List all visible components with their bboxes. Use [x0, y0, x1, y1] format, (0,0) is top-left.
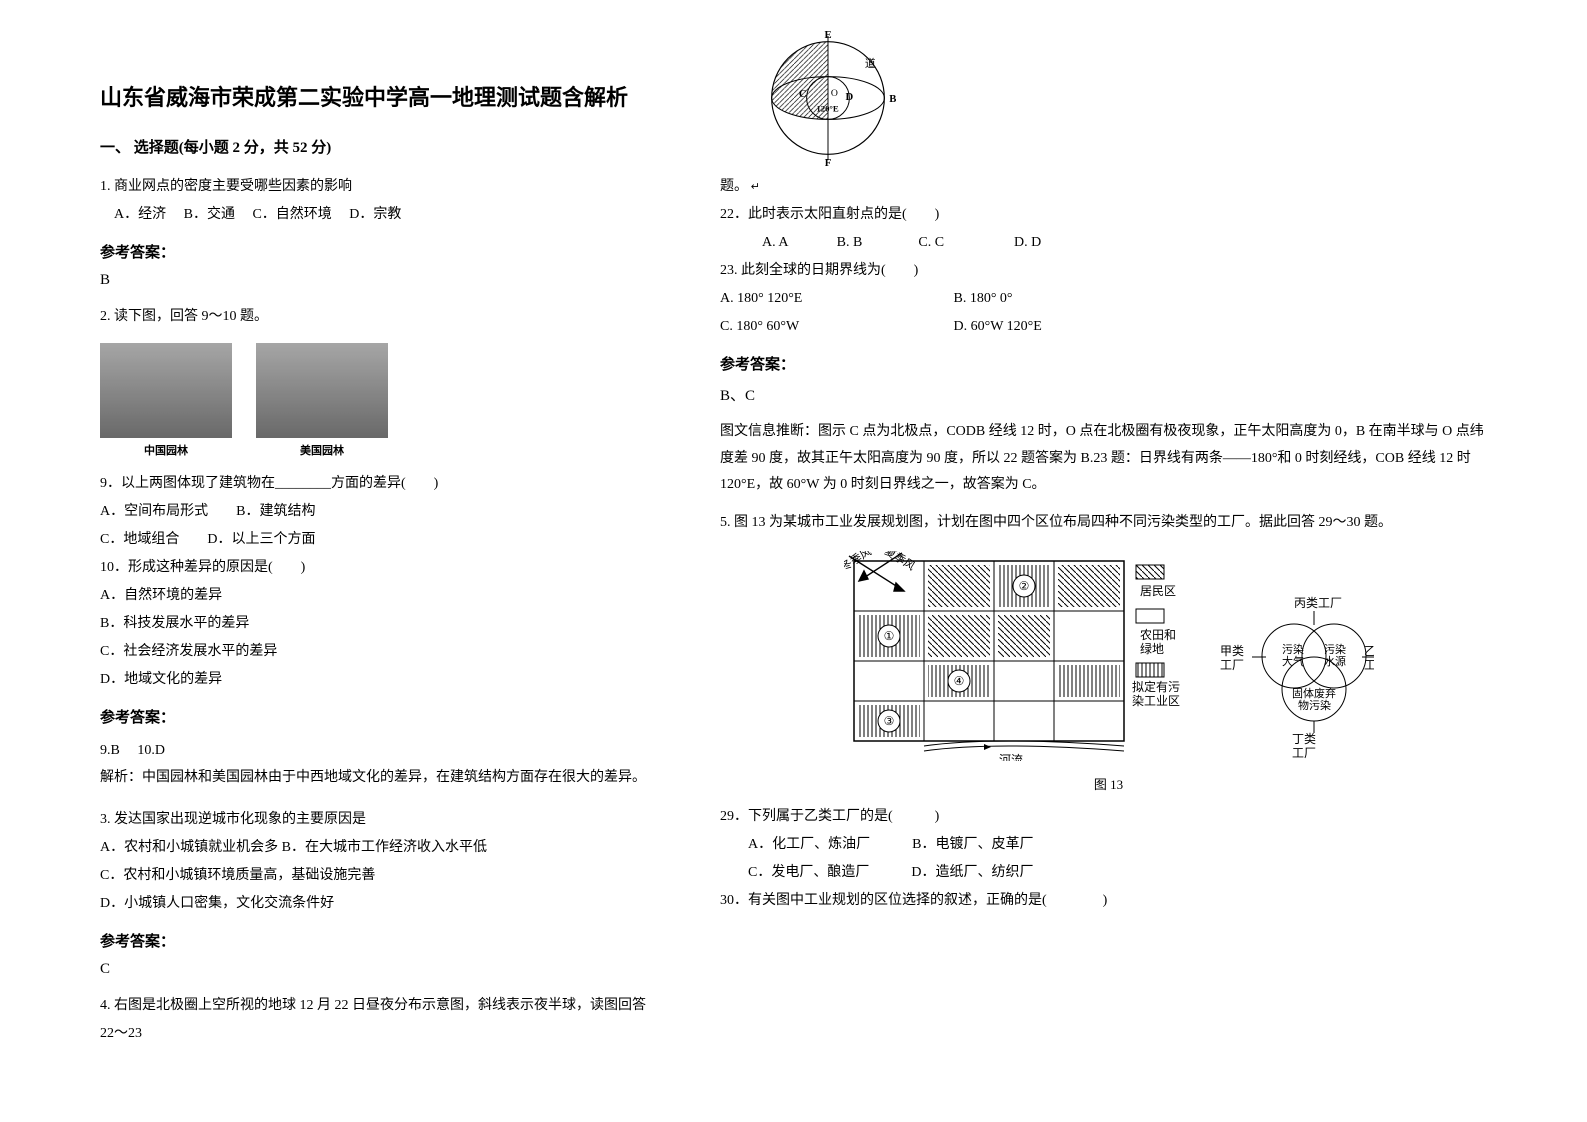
- q5-sub29: 29．下列属于乙类工厂的是( ): [720, 803, 1497, 831]
- svg-text:O: O: [831, 88, 838, 99]
- q5-sub30: 30．有关图中工业规划的区位选择的叙述，正确的是( ): [720, 887, 1497, 915]
- svg-text:河流: 河流: [999, 753, 1023, 761]
- svg-text:E: E: [824, 30, 831, 41]
- q5-caption: 图 13: [720, 774, 1497, 793]
- svg-text:工厂: 工厂: [1292, 746, 1316, 760]
- svg-text:B: B: [889, 93, 896, 105]
- q4-sub22: 22．此时表示太阳直射点的是( ): [720, 201, 1497, 229]
- svg-text:F: F: [825, 157, 832, 166]
- q4-sub22-opts: A. A B. B C. C D. D: [720, 229, 1497, 257]
- svg-text:污染: 污染: [1282, 642, 1304, 656]
- svg-text:丙类工厂: 丙类工厂: [1294, 596, 1342, 610]
- q4-sub23-row2: C. 180° 60°W D. 60°W 120°E: [720, 313, 1497, 341]
- svg-text:水源: 水源: [1324, 654, 1346, 668]
- svg-text:居民区: 居民区: [1140, 584, 1176, 598]
- svg-text:丁类: 丁类: [1292, 732, 1316, 746]
- question-1: 1. 商业网点的密度主要受哪些因素的影响 A．经济 B．交通 C．自然环境 D．…: [100, 173, 660, 289]
- q1-text: 1. 商业网点的密度主要受哪些因素的影响: [100, 173, 660, 201]
- q3-text: 3. 发达国家出现逆城市化现象的主要原因是: [100, 806, 660, 834]
- svg-text:甲类: 甲类: [1220, 644, 1244, 658]
- svg-text:染工业区: 染工业区: [1132, 693, 1180, 708]
- question-3: 3. 发达国家出现逆城市化现象的主要原因是 A．农村和小城镇就业机会多 B．在大…: [100, 806, 660, 978]
- q3-opts-a: A．农村和小城镇就业机会多 B．在大城市工作经济收入水平低: [100, 834, 660, 862]
- q3-answer: C: [100, 961, 660, 978]
- svg-text:④: ④: [953, 674, 964, 688]
- svg-text:道: 道: [865, 57, 876, 70]
- q2-sub10: 10．形成这种差异的原因是( ): [100, 554, 660, 582]
- q1-answer-label: 参考答案：: [100, 241, 660, 262]
- q1-answer: B: [100, 272, 660, 289]
- garden-images: 中国园林 美国园林: [100, 343, 660, 458]
- q3-opts-d: D．小城镇人口密集，文化交流条件好: [100, 890, 660, 918]
- svg-text:固体废弃: 固体废弃: [1292, 686, 1336, 700]
- q4-sub23: 23. 此刻全球的日期界线为( ): [720, 257, 1497, 285]
- q4-explain: 图文信息推断：图示 C 点为北极点，CODB 经线 12 时，O 点在北极圈有极…: [720, 419, 1497, 499]
- q3-opts-c: C．农村和小城镇环境质量高，基础设施完善: [100, 862, 660, 890]
- q5-sub29-a: A．化工厂、炼油厂 B．电镀厂、皮革厂: [720, 831, 1497, 859]
- svg-text:工厂: 工厂: [1220, 658, 1244, 672]
- svg-text:D: D: [845, 91, 853, 103]
- us-garden-caption: 美国园林: [256, 442, 388, 458]
- q4-sub23-row1: A. 180° 120°E B. 180° 0°: [720, 285, 1497, 313]
- svg-text:120°E: 120°E: [816, 104, 839, 114]
- q2-sub10-c: C．社会经济发展水平的差异: [100, 638, 660, 666]
- svg-text:物污染: 物污染: [1298, 698, 1331, 712]
- q5-sub29-b: C．发电厂、酿造厂 D．造纸厂、纺织厂: [720, 859, 1497, 887]
- q1-options: A．经济 B．交通 C．自然环境 D．宗教: [100, 201, 660, 229]
- section-header: 一、 选择题(每小题 2 分，共 52 分): [100, 136, 660, 157]
- city-plan-svg: ① ② ④ ③ 夏季风 冬季风 河流: [844, 551, 1374, 761]
- q2-sub10-d: D．地域文化的差异: [100, 666, 660, 694]
- q4-answer-label: 参考答案：: [720, 353, 1497, 374]
- svg-text:冬季风: 冬季风: [844, 551, 874, 574]
- q4-text: 4. 右图是北极圈上空所视的地球 12 月 22 日昼夜分布示意图，斜线表示夜半…: [100, 992, 660, 1048]
- svg-text:工厂: 工厂: [1364, 658, 1374, 672]
- svg-text:②: ②: [1018, 579, 1029, 593]
- globe-diagram: E F B C D O 120°E 道: [760, 30, 1497, 171]
- svg-text:农田和: 农田和: [1140, 628, 1176, 642]
- svg-text:污染: 污染: [1324, 642, 1346, 656]
- china-garden-image: [100, 343, 232, 438]
- q2-sub9-a: A．空间布局形式 B．建筑结构: [100, 498, 660, 526]
- q5-text: 5. 图 13 为某城市工业发展规划图，计划在图中四个区位布局四种不同污染类型的…: [720, 509, 1497, 537]
- svg-text:拟定有污: 拟定有污: [1132, 679, 1180, 694]
- svg-text:C: C: [799, 88, 807, 100]
- q2-sub9: 9．以上两图体现了建筑物在________方面的差异( ): [100, 470, 660, 498]
- q2-sub10-a: A．自然环境的差异: [100, 582, 660, 610]
- q2-sub9-b: C．地域组合 D．以上三个方面: [100, 526, 660, 554]
- q2-text: 2. 读下图，回答 9～10 题。: [100, 303, 660, 331]
- us-garden-image: [256, 343, 388, 438]
- svg-text:乙类: 乙类: [1364, 644, 1374, 658]
- q2-explain: 解析：中国园林和美国园林由于中西地域文化的差异，在建筑结构方面存在很大的差异。: [100, 765, 660, 792]
- q5-diagram: ① ② ④ ③ 夏季风 冬季风 河流: [720, 551, 1497, 793]
- q4-answer: B、C: [720, 384, 1497, 405]
- q2-sub10-b: B．科技发展水平的差异: [100, 610, 660, 638]
- svg-text:①: ①: [883, 629, 894, 643]
- q2-answer: 9.B 10.D: [100, 737, 660, 765]
- svg-text:③: ③: [883, 714, 894, 728]
- page-title: 山东省威海市荣成第二实验中学高一地理测试题含解析: [100, 80, 660, 112]
- svg-text:大气: 大气: [1282, 654, 1304, 668]
- question-2: 2. 读下图，回答 9～10 题。 中国园林 美国园林 9．以上两图体现了建筑物…: [100, 303, 660, 792]
- china-garden-caption: 中国园林: [100, 442, 232, 458]
- q4-text-cont: 题。 ↵: [720, 173, 1497, 201]
- globe-svg: E F B C D O 120°E 道: [760, 30, 896, 166]
- svg-text:绿地: 绿地: [1140, 641, 1164, 656]
- q2-answer-label: 参考答案：: [100, 706, 660, 727]
- q3-answer-label: 参考答案：: [100, 930, 660, 951]
